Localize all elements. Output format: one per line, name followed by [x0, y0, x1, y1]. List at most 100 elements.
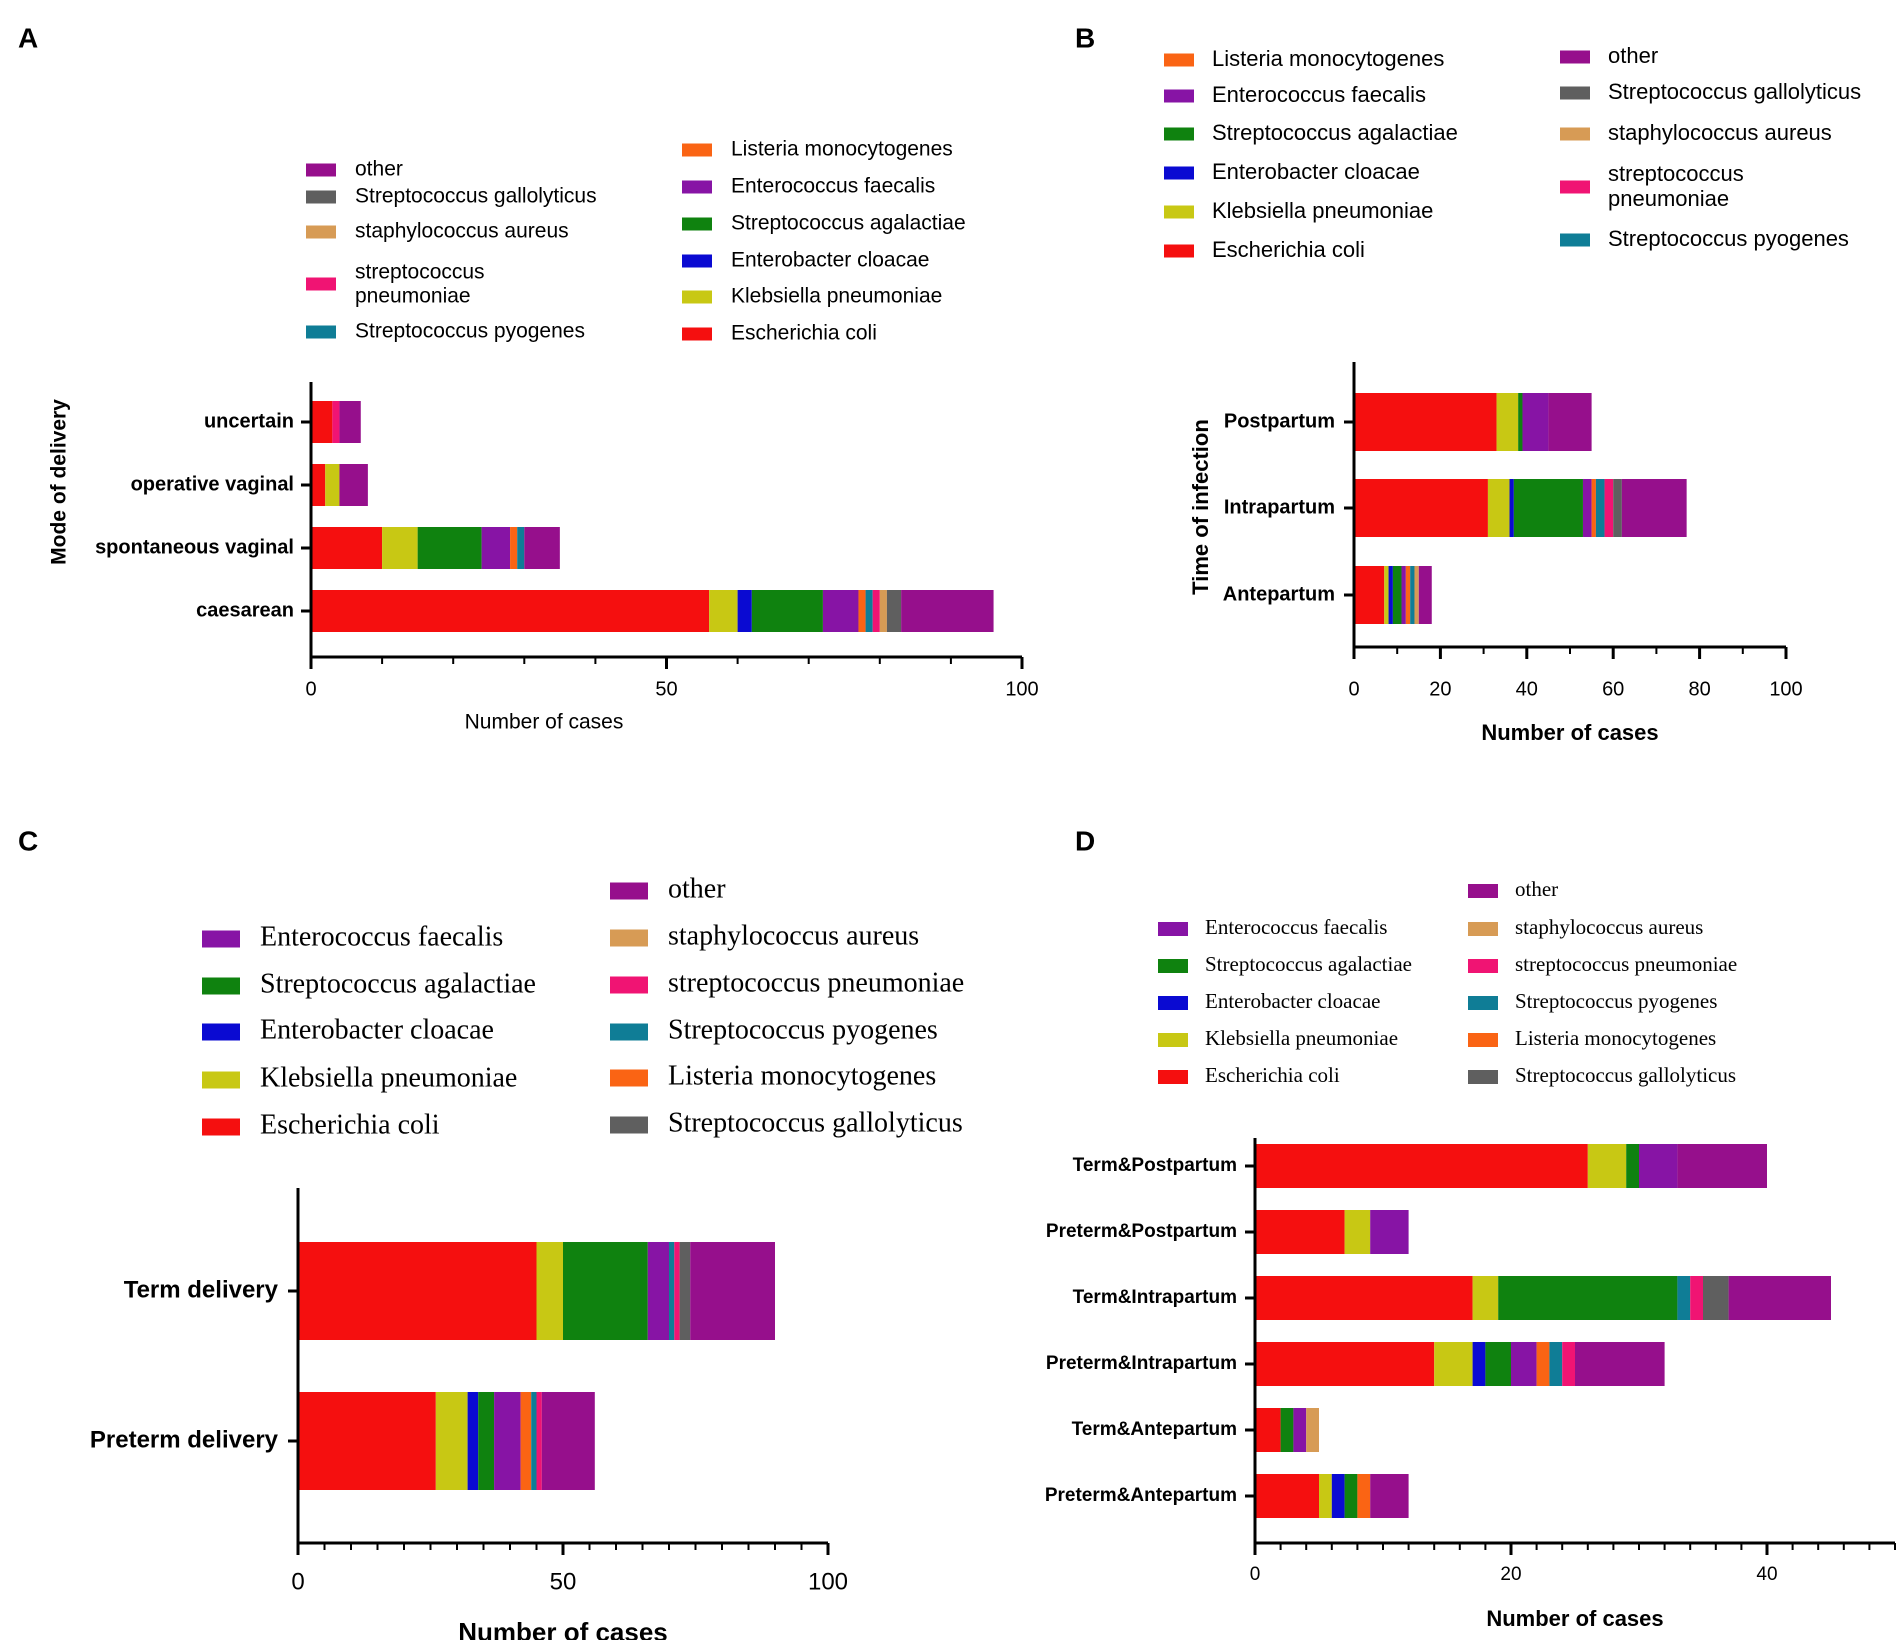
legend-label: Streptococcus agalactiae — [1205, 952, 1412, 976]
legend-label: other — [668, 873, 726, 904]
legend-swatch — [306, 190, 336, 204]
legend-label: Enterococcus faecalis — [1212, 82, 1426, 107]
legend-swatch — [1560, 50, 1590, 64]
bar-segment — [1410, 566, 1415, 624]
legend-swatch — [1164, 166, 1194, 180]
category-label: Intrapartum — [1224, 496, 1335, 518]
legend-swatch — [306, 325, 336, 339]
category-label: Term&Antepartum — [1072, 1419, 1237, 1440]
legend-swatch — [1164, 53, 1194, 67]
legend-swatch — [1158, 1033, 1188, 1047]
bar-segment — [872, 590, 880, 632]
bar-segment — [1595, 479, 1605, 537]
legend-label: Streptococcus agalactiae — [260, 968, 536, 999]
legend-swatch — [306, 277, 336, 291]
legend-label: streptococcus pneumoniae — [1608, 161, 1744, 211]
legend-label: Streptococcus agalactiae — [1212, 120, 1458, 145]
bar-segment — [1354, 566, 1385, 624]
legend-swatch — [202, 1023, 240, 1041]
bar-segment — [536, 1392, 542, 1490]
legend-label: Klebsiella pneumoniae — [1212, 198, 1433, 223]
bar-segment — [1575, 1342, 1665, 1386]
legend-swatch — [610, 1023, 648, 1041]
category-label: Antepartum — [1223, 583, 1335, 605]
bar-segment — [1401, 566, 1406, 624]
legend-swatch — [202, 930, 240, 948]
legend-swatch — [1560, 127, 1590, 141]
legend-swatch — [1468, 922, 1498, 936]
bar-segment — [298, 1392, 436, 1490]
legend-label: Streptococcus gallolyticus — [1608, 79, 1861, 104]
bar-segment — [1384, 566, 1389, 624]
bar-segment — [524, 527, 560, 569]
bar-segment — [1485, 1342, 1511, 1386]
legend-label: staphylococcus aureus — [1515, 915, 1703, 939]
bar-segment — [1549, 1342, 1563, 1386]
legend-label-line: pneumoniae — [1608, 186, 1729, 211]
bar-segment — [1536, 1342, 1550, 1386]
category-label: operative vaginal — [131, 473, 294, 495]
legend-label: Enterobacter cloacae — [1205, 989, 1380, 1013]
bar-segment — [751, 590, 823, 632]
bar-segment — [563, 1242, 648, 1340]
bar-segment — [1255, 1276, 1473, 1320]
panel-label: C — [18, 825, 38, 856]
x-tick-label: 100 — [808, 1568, 848, 1595]
legend-swatch — [682, 254, 712, 268]
bar-segment — [1511, 1342, 1537, 1386]
bar-segment — [1255, 1474, 1319, 1518]
bar-segment — [435, 1392, 468, 1490]
bar-segment — [1548, 393, 1592, 451]
legend-swatch — [1164, 127, 1194, 141]
bar-segment — [1370, 1474, 1409, 1518]
category-label: Preterm&Antepartum — [1045, 1485, 1237, 1506]
category-label: Preterm&Postpartum — [1046, 1221, 1237, 1242]
legend-swatch — [1468, 959, 1498, 973]
bar-segment — [1509, 479, 1514, 537]
bar-segment — [690, 1242, 775, 1340]
category-label: Term delivery — [124, 1276, 279, 1303]
bar-segment — [674, 1242, 680, 1340]
legend-label: other — [1608, 43, 1658, 68]
bar-segment — [1418, 566, 1432, 624]
legend-label: streptococcus pneumoniae — [355, 260, 485, 307]
bar-segment — [1392, 566, 1402, 624]
x-tick-label: 0 — [1348, 678, 1359, 700]
legend-label: Enterobacter cloacae — [1212, 159, 1420, 184]
bar-segment — [1344, 1210, 1371, 1254]
x-tick-label: 80 — [1688, 678, 1710, 700]
legend-swatch — [610, 882, 648, 900]
legend-label: Streptococcus agalactiae — [731, 212, 966, 235]
legend-swatch — [1164, 205, 1194, 219]
legend-label: Streptococcus gallolyticus — [355, 185, 597, 208]
category-label: Term&Intrapartum — [1073, 1287, 1237, 1308]
bar-segment — [1434, 1342, 1473, 1386]
bar-segment — [481, 527, 511, 569]
bar-segment — [1677, 1276, 1691, 1320]
legend-label: Enterococcus faecalis — [260, 921, 503, 952]
x-tick-label: 20 — [1429, 678, 1451, 700]
bar-segment — [541, 1392, 595, 1490]
bar-segment — [494, 1392, 521, 1490]
bar-segment — [1703, 1276, 1729, 1320]
bar-segment — [517, 527, 525, 569]
bar-segment — [1613, 479, 1622, 537]
bar-segment — [679, 1242, 691, 1340]
bar-segment — [1354, 393, 1497, 451]
bar-segment — [1587, 1144, 1627, 1188]
legend-swatch — [610, 1069, 648, 1087]
bar-segment — [1255, 1408, 1281, 1452]
category-label: Term&Postpartum — [1073, 1155, 1237, 1176]
legend-swatch — [1468, 996, 1498, 1010]
bar-segment — [1354, 479, 1488, 537]
legend-label: Streptococcus pyogenes — [1515, 989, 1717, 1013]
bar-segment — [520, 1392, 532, 1490]
legend-swatch — [306, 225, 336, 239]
legend-label: staphylococcus aureus — [355, 220, 569, 243]
legend-label: Klebsiella pneumoniae — [1205, 1026, 1398, 1050]
legend-label: staphylococcus aureus — [668, 920, 919, 951]
y-axis-title: Mode of delivery — [48, 399, 71, 565]
bar-segment — [886, 590, 902, 632]
category-label: Preterm&Intrapartum — [1046, 1353, 1237, 1374]
y-axis-title: Time of infection — [1188, 419, 1213, 595]
